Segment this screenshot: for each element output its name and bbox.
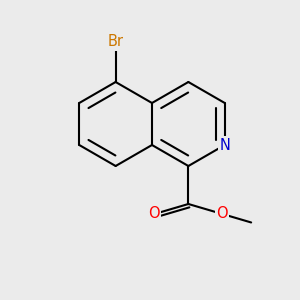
Text: O: O <box>148 206 160 221</box>
Text: O: O <box>217 206 228 221</box>
Text: Br: Br <box>108 34 124 50</box>
Text: N: N <box>219 137 230 152</box>
